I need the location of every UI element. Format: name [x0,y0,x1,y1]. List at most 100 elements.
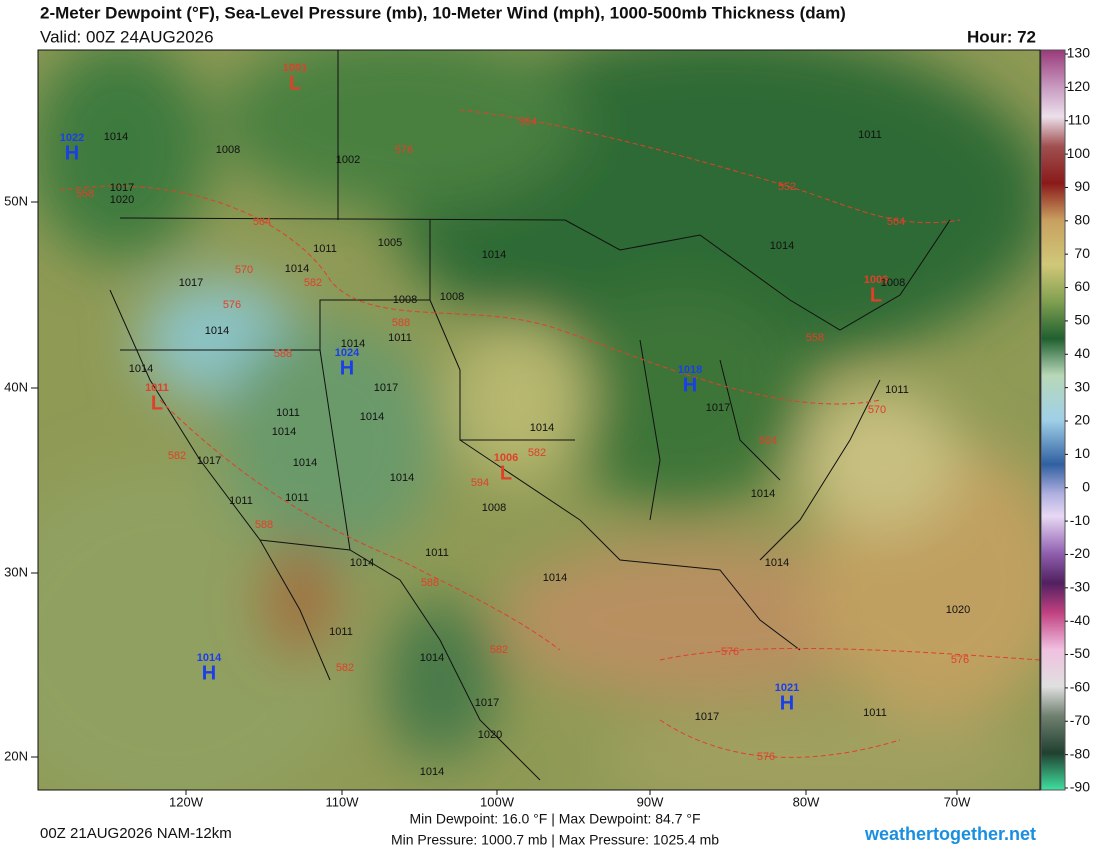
isobar-label: 1017 [110,182,134,194]
map-field [38,50,1040,790]
colorbar-label: -20 [1070,545,1090,561]
isobar-label: 1017 [374,382,398,394]
colorbar-label: 10 [1074,445,1090,461]
thickness-label: 576 [951,654,969,666]
isobar-label: 1017 [179,277,203,289]
high-letter: H [202,662,216,684]
high-value: 1022 [60,132,84,144]
lon-label: 110W [326,794,360,809]
low-letter: L [870,284,882,306]
colorbar-label: 120 [1067,78,1091,94]
isobar-label: 1008 [440,291,464,303]
map-frame [37,49,1041,791]
isobar-label: 1020 [110,194,134,206]
isobar-label: 1008 [881,277,905,289]
thickness-label: 576 [223,299,241,311]
thickness-label: 558 [806,332,824,344]
thickness-label: 552 [778,181,796,193]
dewpoint-range: Min Dewpoint: 16.0 °F | Max Dewpoint: 84… [409,811,700,827]
thickness-label: 582 [490,644,508,656]
colorbar-label: 80 [1074,212,1090,228]
thickness-label: 588 [274,348,292,360]
isobar-label: 1014 [350,557,374,569]
model-run: 00Z 21AUG2026 NAM-12km [40,825,232,842]
isobar-label: 1014 [420,652,444,664]
pressure-range: Min Pressure: 1000.7 mb | Max Pressure: … [391,832,719,848]
high-value: 1024 [335,347,360,359]
colorbar-label: -40 [1070,612,1090,628]
colorbar-label: 30 [1074,378,1090,394]
isobar-label: 1011 [885,384,909,396]
high-letter: H [65,142,79,164]
isobar-label: 1011 [858,129,882,141]
isobar-label: 1011 [425,547,449,559]
thickness-label: 558 [76,188,94,200]
isobar-label: 1014 [482,249,506,261]
colorbar-label: 50 [1074,312,1090,328]
thickness-label: 564 [253,216,271,228]
isobar-label: 1011 [329,626,353,638]
high-value: 1014 [197,652,222,664]
lat-label: 40N [4,379,28,394]
isobar-label: 1014 [765,557,789,569]
isobar-label: 1008 [482,502,506,514]
isobar-label: 1014 [543,572,567,584]
isobar-label: 1014 [272,426,296,438]
forecast-hour: Hour: 72 [967,27,1036,46]
isobar-label: 1017 [706,402,730,414]
colorbar-label: 90 [1074,178,1090,194]
thickness-label: 582 [168,450,186,462]
thickness-label: 564 [519,116,537,128]
isobar-label: 1011 [229,495,253,507]
isobar-label: 1014 [530,422,554,434]
isobar-label: 1020 [946,604,970,616]
thickness-label: 588 [392,317,410,329]
isobar-label: 1014 [205,325,229,337]
thickness-lines [59,109,1040,758]
low-value: 1011 [145,382,169,394]
lon-label: 80W [793,794,820,809]
isobar-label: 1014 [293,457,317,469]
isobar-label: 1014 [390,472,414,484]
thickness-label: 570 [868,404,886,416]
isobar-label: 1011 [276,407,300,419]
isobar-label: 1008 [393,294,417,306]
isobar-label: 1020 [478,729,502,741]
lon-label: 70W [944,794,971,809]
low-letter: L [289,72,301,94]
isobar-label: 1014 [285,263,309,275]
thickness-label: 588 [255,519,273,531]
isobar-label: 1002 [336,154,360,166]
lat-label: 20N [4,748,28,763]
high-letter: H [340,357,354,379]
site-credit: weathertogether.net [864,824,1036,844]
colorbar-label: -60 [1070,679,1090,695]
lon-label: 100W [480,794,515,809]
isobar-label: 1017 [197,455,221,467]
isobar-label: 1011 [388,332,412,344]
lat-label: 50N [4,193,28,208]
thickness-label: 594 [471,477,489,489]
high-value: 1021 [775,682,799,694]
colorbar-label: -10 [1070,512,1090,528]
isobar-label: 1014 [129,363,153,375]
isobar-label: 1011 [285,492,309,504]
high-letter: H [683,374,697,396]
thickness-label: 582 [528,447,546,459]
isobar-label: 1014 [751,488,775,500]
colorbar-label: 40 [1074,345,1090,361]
high-value: 1018 [678,364,702,376]
isobar-label: 1017 [695,711,719,723]
isobar-label: 1014 [420,766,444,778]
isobar-label: 1011 [313,243,337,255]
isobar-label: 1008 [216,144,240,156]
valid-time: Valid: 00Z 24AUG2026 [40,27,214,46]
dewpoint-shading [38,50,1040,790]
high-letter: H [780,692,794,714]
lon-label: 90W [637,794,664,809]
colorbar-label: 20 [1074,412,1090,428]
thickness-label: 582 [336,662,354,674]
lat-label: 30N [4,564,28,579]
low-value: 1001 [283,62,307,74]
